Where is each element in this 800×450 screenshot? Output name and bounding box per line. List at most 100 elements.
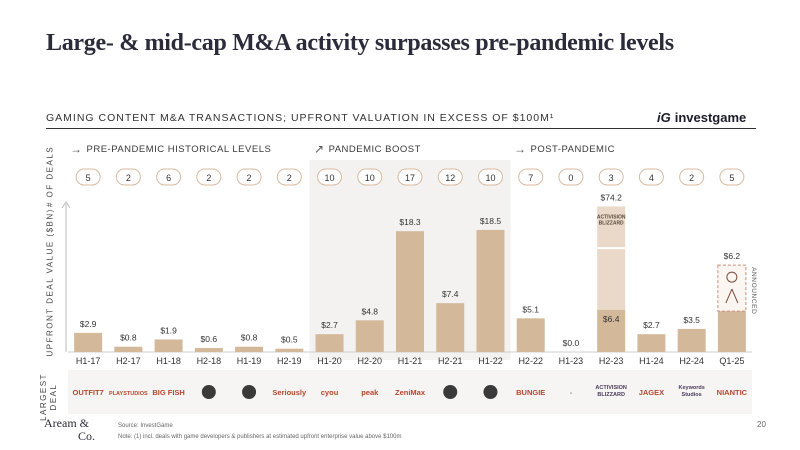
- deal-count-badge: [75, 168, 101, 186]
- investgame-mark-icon: iG: [657, 110, 671, 125]
- largest-deal-logo-icon: [483, 385, 498, 399]
- deal-count-badge: [638, 168, 664, 186]
- largest-deal-logo-icon: [443, 385, 458, 399]
- bar: [154, 339, 183, 352]
- category-label: Q1-25: [719, 356, 744, 366]
- deal-count: 10: [325, 173, 335, 183]
- deal-count: 17: [405, 173, 415, 183]
- bar-upper-segment: [597, 206, 626, 310]
- category-label: H1-24: [639, 356, 664, 366]
- deal-count: 2: [247, 173, 252, 183]
- category-label: H1-19: [237, 356, 262, 366]
- value-label: $0.0: [563, 338, 580, 348]
- category-label: H2-21: [438, 356, 463, 366]
- arrow-up-right-icon: ↗: [314, 142, 325, 156]
- bar: [677, 328, 706, 352]
- value-label: $0.8: [241, 333, 258, 343]
- source-note: Source: InvestGame: [118, 423, 173, 429]
- deal-count: 5: [86, 173, 91, 183]
- page-title: Large- & mid-cap M&A activity surpasses …: [46, 30, 674, 56]
- bar: [516, 318, 545, 352]
- deal-count: 2: [287, 173, 292, 183]
- bar: [235, 346, 264, 352]
- period-label: POST-PANDEMIC: [530, 143, 615, 155]
- page-number: 20: [757, 420, 766, 429]
- value-label: $6.2: [724, 251, 741, 261]
- deal-count: 2: [689, 173, 694, 183]
- investgame-logo: iG investgame: [657, 110, 746, 125]
- deal-count: 5: [729, 173, 734, 183]
- period-label: PRE-PANDEMIC HISTORICAL LEVELS: [86, 143, 272, 155]
- activision-logo: ACTIVISION: [597, 214, 626, 220]
- deal-count-badge: [477, 168, 503, 186]
- value-label: $7.4: [442, 289, 459, 299]
- value-label: $18.3: [399, 217, 421, 227]
- deal-count-badge: [518, 168, 544, 186]
- deal-count: 2: [126, 173, 131, 183]
- category-label: H1-22: [478, 356, 503, 366]
- largest-deal-logo: peak: [361, 388, 379, 397]
- category-label: H1-23: [559, 356, 584, 366]
- value-label: $18.5: [480, 216, 502, 226]
- largest-deal-logo: ZeniMax: [395, 388, 426, 397]
- largest-deal-logo: BIG FISH: [152, 388, 185, 397]
- deal-count-badge: [156, 168, 182, 186]
- bar: [355, 320, 384, 352]
- deal-count: 3: [609, 173, 614, 183]
- bar: [275, 348, 304, 352]
- deal-count-badge: [196, 168, 222, 186]
- period-label: PANDEMIC BOOST: [328, 143, 421, 155]
- value-label: $4.8: [361, 306, 378, 316]
- deal-count-badge: [719, 168, 745, 186]
- deal-count-badge: [598, 168, 624, 186]
- period-pandemic: ↗ PANDEMIC BOOST: [314, 142, 421, 156]
- value-label: $3.5: [683, 315, 700, 325]
- arrow-right-icon: →: [70, 142, 83, 156]
- value-label: $2.7: [643, 320, 660, 330]
- category-label: H2-17: [116, 356, 141, 366]
- deal-count-badge: [558, 168, 584, 186]
- aream-logo-line2: Co.: [78, 429, 96, 443]
- niantic-logo-icon: [726, 271, 738, 283]
- segment-label: $6.4: [603, 314, 620, 324]
- announced-label: ANNOUNCED: [750, 267, 757, 314]
- category-label: H2-19: [277, 356, 302, 366]
- category-label: H2-20: [358, 356, 383, 366]
- value-label: $0.8: [120, 333, 137, 343]
- chart-subtitle: GAMING CONTENT M&A TRANSACTIONS; UPFRONT…: [46, 112, 555, 124]
- deal-count: 6: [166, 173, 171, 183]
- period-pre-pandemic: → PRE-PANDEMIC HISTORICAL LEVELS: [70, 142, 271, 156]
- value-label: $5.1: [522, 304, 539, 314]
- tripod-icon: [725, 288, 739, 304]
- largest-deal-logo: BLIZZARD: [597, 392, 625, 398]
- largest-deal-logo: JAGEX: [639, 388, 664, 397]
- bar: [717, 311, 746, 352]
- arrow-right-icon: →: [514, 142, 527, 156]
- announced-segment: [717, 264, 747, 312]
- largest-deal-logo: Seriously: [272, 388, 307, 397]
- deal-count-badge: [236, 168, 262, 186]
- largest-deal-logo: -: [570, 388, 573, 397]
- deal-count: 12: [445, 173, 455, 183]
- largest-deal-band: [68, 370, 752, 414]
- largest-deal-logo: NIANTIC: [717, 388, 748, 397]
- deal-count-badge: [317, 168, 343, 186]
- bar: [74, 332, 103, 352]
- deal-count: 0: [568, 173, 573, 183]
- largest-deal-logo: cyou: [321, 388, 339, 397]
- category-label: H1-18: [156, 356, 181, 366]
- bar: [637, 334, 666, 352]
- deal-count-badge: [357, 168, 383, 186]
- category-label: H2-24: [679, 356, 704, 366]
- category-label: H1-17: [76, 356, 101, 366]
- subtitle-rule: [46, 128, 756, 129]
- deal-count: 10: [485, 173, 495, 183]
- largest-deal-logo-icon: [242, 385, 257, 399]
- largest-deal-logo: BUNGIE: [516, 388, 545, 397]
- largest-deal-logo-icon: [201, 385, 216, 399]
- category-label: H2-23: [599, 356, 624, 366]
- deal-count: 4: [649, 173, 654, 183]
- bar: [194, 348, 223, 352]
- aream-logo-line1: Aream &: [44, 416, 89, 430]
